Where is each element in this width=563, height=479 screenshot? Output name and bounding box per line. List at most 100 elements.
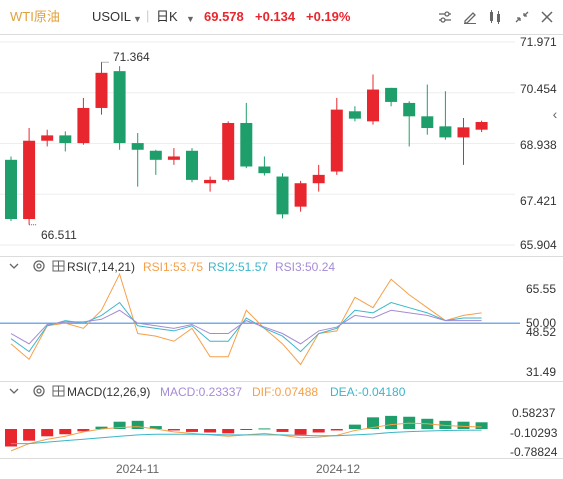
candle-body [475,122,488,130]
candle-body [330,109,343,172]
candle-body [186,150,198,180]
macd-histogram-bar [385,415,398,429]
macd-histogram-bar [439,420,452,429]
high-annotation: 71.364 [113,50,150,64]
rsi-divider [0,256,563,257]
macd-histogram-bar [77,428,90,432]
macd-histogram-bar [204,428,217,433]
time-axis-tick: 2024-11 [116,462,160,476]
macd-histogram-bar [294,428,307,435]
macd-histogram-bar [312,428,325,433]
macd-histogram-bar [186,428,198,432]
rsi-axis-tick: 65.55 [526,282,557,296]
macd-histogram-bar [113,421,126,429]
candle-body [403,102,416,117]
rsi-axis-tick: 31.49 [526,365,557,379]
pen-icon[interactable] [462,10,478,24]
macd-histogram-bar [167,428,180,431]
macd-histogram-bar [276,428,289,432]
candle-body [348,111,361,119]
macd-histogram-bar [95,426,108,429]
time-axis-tick: 2024-12 [316,462,361,476]
macd-histogram-bar [367,417,379,429]
price-axis-tick: 70.454 [520,82,557,96]
collapse-icon[interactable] [514,10,530,24]
macd-line-dea [11,429,482,445]
rsi-axis-tick: 50.00 [526,316,557,330]
rsi-axis-tick: 48.52 [526,325,557,339]
candle-body [131,143,144,150]
macd-histogram-bar [222,428,235,434]
candle-body [294,183,307,207]
candle-body [421,116,434,129]
macd-histogram-bar [59,428,72,435]
rsi-line-rsi1 [10,272,482,366]
expand-panel-icon[interactable]: ‹ [552,106,558,122]
period-dropdown-icon[interactable]: ▼ [186,14,195,24]
macd-histogram-bar [330,428,343,431]
candle-body [240,123,253,167]
macd-axis-tick: -0.78824 [510,445,558,459]
macd-histogram-bar [475,422,488,429]
settings-sliders-icon[interactable] [437,10,453,24]
macd-histogram-bar [348,424,361,429]
candle-body [367,89,379,122]
price-change-pct: +0.19% [306,9,351,24]
candle-body [23,140,36,220]
macd-axis-tick: -0.10293 [510,426,558,440]
candle-body [5,159,17,220]
period-separator: | [146,8,150,23]
pin-icon[interactable] [487,10,503,24]
candle-body [149,150,162,160]
rsi-title: RSI(7,14,21) [67,260,136,274]
macd-divider [0,381,563,382]
candle-body [457,127,470,138]
toolbar-divider [0,34,563,35]
macd-value: MACD:0.23337 [160,385,243,399]
dea-value: DEA:-0.04180 [330,385,406,399]
macd-histogram-bar [258,428,271,430]
candle-body [222,123,235,180]
macd-histogram-bar [457,421,470,429]
rsi1-value: RSI1:53.75 [143,260,204,274]
candle-body [41,135,54,141]
last-price: 69.578 [204,9,244,24]
candle-body [95,72,108,108]
symbol-dropdown-icon[interactable]: ▼ [133,14,142,24]
period-selector[interactable]: 日K [156,9,178,24]
candle-body [77,107,90,144]
dif-value: DIF:0.07488 [252,385,319,399]
macd-histogram-bar [149,426,162,429]
rsi-line-rsi3 [10,309,482,345]
macd-collapse-icon[interactable] [8,386,20,396]
macd-histogram-bar [23,428,36,441]
rsi-collapse-icon[interactable] [8,261,20,271]
macd-grid-icon[interactable] [52,385,65,397]
price-axis-tick: 68.938 [520,138,557,152]
candle-body [312,174,325,184]
symbol-code[interactable]: USOIL [92,9,132,24]
low-annotation: 66.511 [41,228,77,242]
price-axis-tick: 65.904 [520,238,557,252]
candle-body [113,71,126,144]
rsi-settings-icon[interactable] [32,259,46,273]
macd-histogram-bar [131,420,144,429]
candle-body [258,166,271,174]
price-axis-tick: 71.971 [520,35,557,49]
rsi3-value: RSI3:50.24 [275,260,336,274]
rsi-grid-icon[interactable] [52,260,65,272]
macd-settings-icon[interactable] [32,384,46,398]
candle-body [167,156,180,160]
rsi2-value: RSI2:51.57 [208,260,269,274]
macd-axis-tick: 0.58237 [512,406,556,420]
macd-histogram-bar [41,428,54,437]
macd-title: MACD(12,26,9) [67,385,151,399]
candle-body [59,135,72,144]
close-icon[interactable] [539,10,555,24]
candle-body [276,176,289,215]
candle-body [385,87,398,102]
symbol-name[interactable]: WTI原油 [10,9,60,24]
macd-histogram-bar [5,428,17,447]
price-change: +0.134 [255,9,296,24]
